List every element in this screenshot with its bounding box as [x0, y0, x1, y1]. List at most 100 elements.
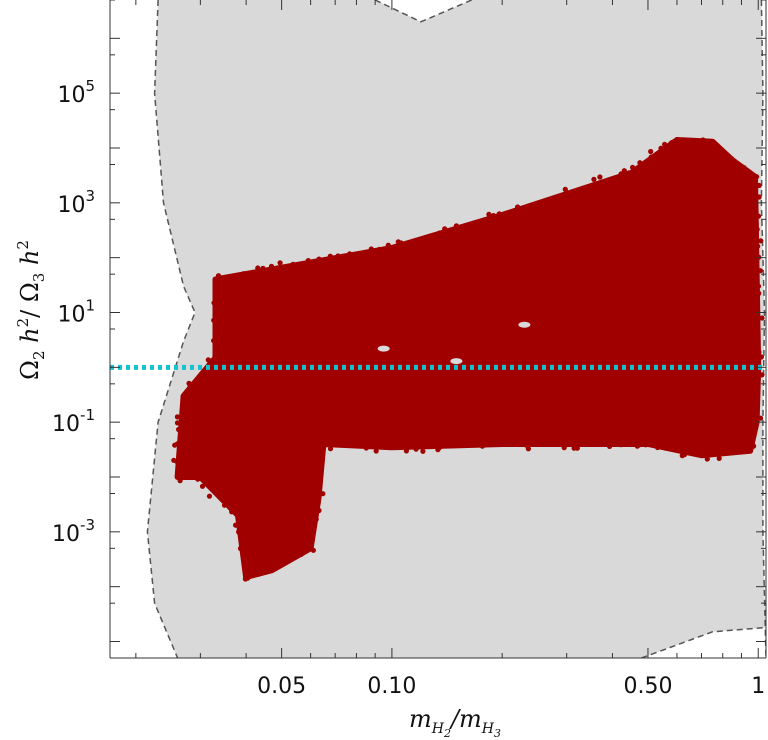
scan-point	[316, 482, 322, 488]
scan-point	[423, 235, 429, 241]
scan-point	[745, 443, 751, 449]
scan-point	[486, 438, 492, 445]
scan-point	[313, 516, 319, 523]
scan-point	[420, 448, 426, 454]
scan-point	[753, 413, 760, 419]
scan-point	[306, 531, 312, 537]
scan-point	[753, 258, 760, 264]
scan-point	[186, 380, 192, 386]
x-axis-title: mH2/mH3	[409, 705, 501, 740]
scan-point	[245, 551, 251, 557]
scan-point	[476, 224, 482, 230]
allowed-region-boundary-top-notch	[374, 0, 472, 23]
scan-point	[751, 424, 757, 430]
scan-point	[350, 440, 356, 446]
scan-point	[630, 164, 636, 170]
scan-point	[233, 522, 239, 528]
scan-point	[217, 321, 223, 327]
scan-point	[334, 442, 340, 448]
scan-point	[194, 379, 200, 385]
scan-point	[244, 273, 250, 279]
scan-point	[510, 212, 516, 218]
scan-point	[618, 171, 624, 177]
scan-point	[515, 204, 521, 210]
y-tick-label: 10-3	[52, 516, 95, 547]
scan-point	[529, 206, 535, 212]
y-tick-label: 101	[57, 297, 95, 328]
scan-point	[755, 283, 762, 289]
scan-point	[430, 236, 436, 242]
scan-point	[237, 545, 244, 552]
scan-point	[316, 256, 322, 262]
scan-point	[759, 315, 765, 321]
scan-point	[215, 302, 221, 308]
scan-point	[756, 194, 762, 200]
scan-gap	[450, 358, 463, 365]
scan-point	[274, 265, 280, 272]
scan-point	[751, 331, 758, 337]
scan-point	[255, 265, 261, 271]
scan-point	[213, 281, 219, 288]
scan-point	[205, 357, 211, 363]
scan-point	[758, 238, 764, 244]
scan-point	[182, 408, 188, 414]
scan-point	[455, 227, 462, 233]
scan-point	[496, 211, 502, 217]
x-tick-label: 0.05	[257, 674, 306, 699]
scan-point	[753, 221, 759, 227]
scan-point	[214, 353, 220, 359]
scan-point	[271, 565, 277, 572]
scan-point	[220, 494, 226, 500]
y-axis-title: Ω2 h2/ Ω3 h2	[14, 240, 48, 380]
scan-point	[216, 490, 222, 497]
scan-point	[758, 354, 765, 360]
allowed-region-boundary-bottom-notch	[641, 626, 766, 658]
scan-points	[171, 137, 765, 582]
scan-point	[315, 478, 321, 484]
scan-point	[246, 563, 252, 569]
scan-point	[208, 481, 214, 487]
scan-point	[481, 220, 487, 226]
scan-point	[316, 439, 322, 446]
scan-point	[490, 441, 496, 447]
scan-point	[591, 176, 597, 182]
scan-point	[590, 440, 597, 446]
scan-point	[686, 142, 693, 148]
scan-point	[576, 190, 582, 196]
scan-point	[729, 156, 735, 162]
scan-point	[298, 551, 304, 557]
scan-point	[327, 446, 334, 452]
scan-point	[550, 197, 556, 203]
scan-point	[174, 414, 180, 420]
scan-point	[636, 442, 642, 448]
scan-point	[316, 444, 322, 450]
x-tick-label: 0.50	[624, 674, 673, 699]
scan-point	[359, 254, 365, 260]
scan-point	[749, 429, 755, 435]
scan-point	[597, 174, 603, 180]
scan-point	[752, 303, 759, 309]
scan-point	[523, 442, 529, 448]
scan-point	[229, 509, 235, 515]
scan-point	[752, 338, 758, 345]
scan-point	[758, 415, 764, 421]
scan-point	[679, 453, 685, 459]
scan-point	[281, 558, 287, 564]
scan-point	[316, 453, 322, 459]
scan-point	[314, 500, 320, 506]
scan-point	[212, 277, 218, 283]
scan-point	[637, 160, 643, 166]
scan-point	[208, 370, 214, 376]
scan-point	[648, 148, 654, 155]
scan-point	[206, 493, 213, 499]
scan-point	[752, 204, 759, 210]
scan-point	[338, 256, 344, 262]
scan-point	[442, 226, 448, 232]
scan-point	[648, 154, 654, 160]
scan-point	[179, 430, 185, 436]
scan-point	[571, 445, 577, 451]
y-tick-label: 103	[57, 187, 95, 218]
scan-point	[752, 226, 759, 232]
scan-point	[310, 547, 316, 553]
scan-point	[662, 141, 668, 147]
